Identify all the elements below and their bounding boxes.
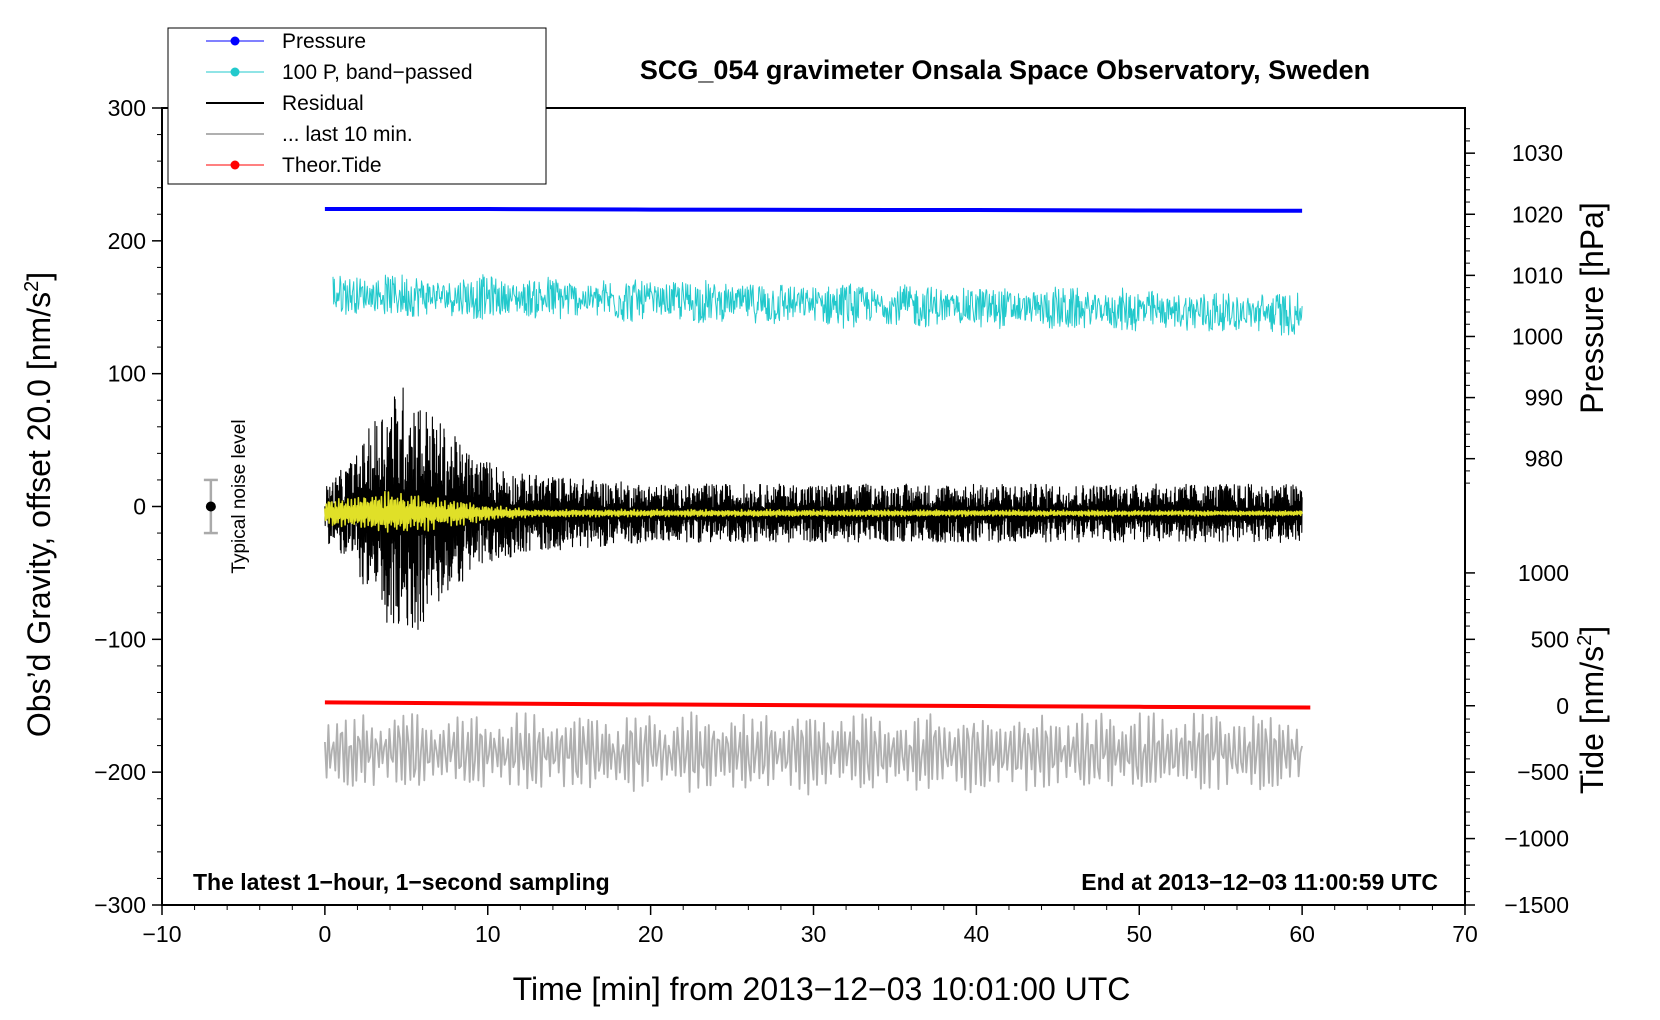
series-residual-filtered (324, 491, 1303, 533)
tide-tick-label: 500 (1531, 626, 1569, 652)
noise-level-label: Typical noise level (229, 419, 250, 573)
series-pressure-band-passed (332, 274, 1303, 336)
series-residual (324, 387, 1303, 630)
y-axis-right-pressure: 1030 1020 1010 1000 990 980 (1465, 128, 1563, 484)
y-tick-label: −300 (94, 892, 146, 918)
noise-level-marker (203, 478, 218, 535)
x-tick-label: 70 (1452, 921, 1478, 947)
x-tick-label: 40 (964, 921, 990, 947)
series-pressure (324, 207, 1303, 213)
legend-marker (230, 67, 240, 77)
pressure-tick-label: 1000 (1512, 323, 1563, 349)
pressure-axis-title: Pressure [hPa] (1574, 202, 1610, 414)
series-last-10-min (324, 711, 1303, 796)
x-axis: −10 0 10 20 30 40 50 60 70 (142, 905, 1478, 947)
tide-axis-title: Tide [nm/s2] (1574, 626, 1610, 794)
pressure-tick-label: 980 (1525, 446, 1563, 472)
tide-tick-label: −1000 (1504, 826, 1569, 852)
legend-marker (230, 36, 240, 46)
pressure-tick-label: 1030 (1512, 140, 1563, 166)
tide-tick-label: 0 (1556, 693, 1569, 719)
x-axis-title: Time [min] from 2013−12−03 10:01:00 UTC (513, 971, 1131, 1007)
y-axis-left-title: Obs’d Gravity, offset 20.0 [nm/s2] (21, 272, 57, 737)
series-layer (324, 207, 1311, 796)
legend-box (167, 27, 547, 185)
pressure-tick-label: 1020 (1512, 201, 1563, 227)
x-tick-label: 0 (318, 921, 331, 947)
pressure-tick-label: 1010 (1512, 262, 1563, 288)
x-tick-label: −10 (142, 921, 181, 947)
chart-title: SCG_054 gravimeter Onsala Space Observat… (640, 55, 1370, 85)
x-tick-label: 50 (1126, 921, 1152, 947)
legend-label: ... last 10 min. (282, 123, 413, 146)
tide-tick-label: −1500 (1504, 892, 1569, 918)
tide-tick-label: −500 (1517, 759, 1569, 785)
y-tick-label: −200 (94, 759, 146, 785)
x-tick-label: 10 (475, 921, 501, 947)
pressure-tick-label: 990 (1525, 385, 1563, 411)
y-tick-label: 200 (108, 228, 146, 254)
y-tick-label: 300 (108, 95, 146, 121)
y-axis-right-tide: 1000 500 0 −500 −1000 −1500 (1465, 560, 1569, 918)
legend: Pressure 100 P, band−passed Residual ... la… (167, 27, 547, 185)
legend-label: Residual (282, 92, 364, 115)
noise-bar-dot (205, 501, 216, 512)
legend-label: Theor.Tide (282, 154, 382, 177)
x-tick-label: 30 (801, 921, 827, 947)
x-tick-label: 60 (1289, 921, 1315, 947)
legend-label: Pressure (282, 30, 366, 53)
y-tick-label: −100 (94, 626, 146, 652)
annotation-end-time: End at 2013−12−03 11:00:59 UTC (1081, 869, 1438, 895)
series-theor-tide (324, 700, 1311, 710)
x-tick-label: 20 (638, 921, 664, 947)
y-tick-label: 100 (108, 361, 146, 387)
y-axis-left: 300 200 100 0 −100 −200 −300 (94, 95, 162, 918)
legend-label: 100 P, band−passed (282, 61, 473, 84)
annotation-sampling: The latest 1−hour, 1−second sampling (193, 869, 610, 895)
y-tick-label: 0 (133, 494, 146, 520)
legend-marker (230, 160, 240, 170)
tide-tick-label: 1000 (1518, 560, 1569, 586)
